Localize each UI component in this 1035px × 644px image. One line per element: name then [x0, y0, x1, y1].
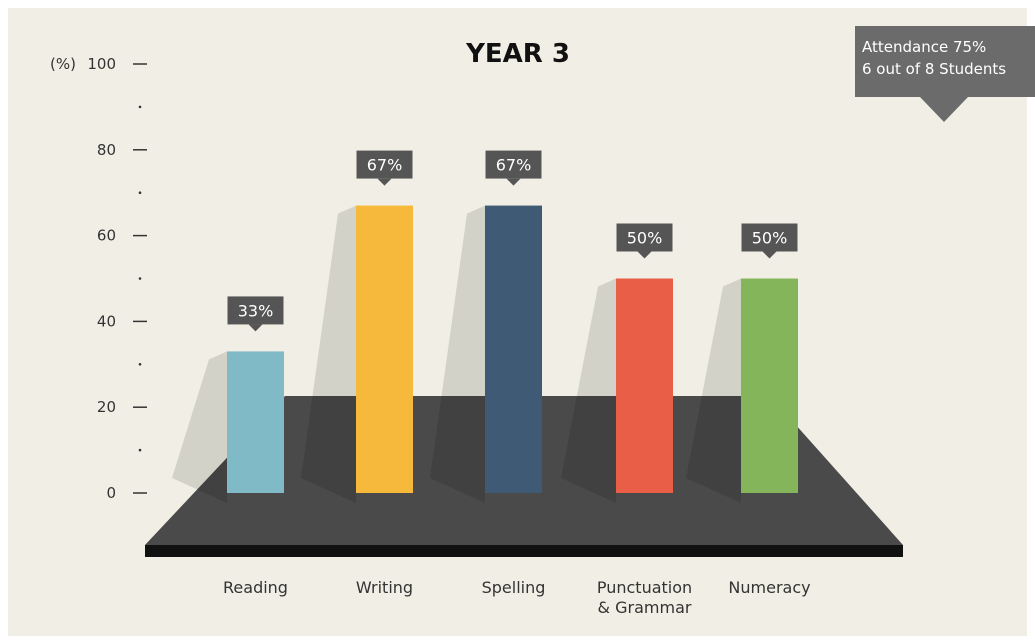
y-tick-label: 0 — [106, 484, 116, 502]
annotation-pointer — [920, 97, 968, 122]
bar-shadow — [430, 205, 485, 503]
value-label-box — [741, 223, 798, 252]
bar-shadow — [561, 278, 616, 503]
chart-title: YEAR 3 — [465, 39, 570, 69]
y-tick-label: 40 — [97, 312, 116, 330]
value-label: 50% — [752, 229, 788, 248]
y-tick-label: 100 — [87, 55, 116, 73]
value-label-box — [616, 223, 673, 252]
y-axis-label: (%) — [50, 55, 76, 73]
value-label: 33% — [238, 301, 274, 320]
value-label: 67% — [367, 156, 403, 175]
annotation-line: 6 out of 8 Students — [862, 60, 1006, 78]
bar — [227, 351, 284, 493]
x-tick-label: Punctuation & Grammar — [596, 578, 693, 617]
y-tick-label: 80 — [97, 141, 116, 159]
bar-shadow — [301, 205, 356, 503]
minor-dot — [138, 448, 142, 452]
annotation-line: Attendance 75% — [862, 38, 986, 56]
value-label-pointer — [377, 178, 392, 186]
bar — [485, 205, 542, 493]
minor-dot — [138, 105, 142, 109]
value-label-box — [485, 150, 542, 179]
minor-dot — [138, 363, 142, 366]
bar — [616, 278, 673, 493]
value-label-pointer — [637, 251, 652, 259]
x-tick-label: Writing — [355, 578, 414, 597]
value-label: 67% — [496, 156, 532, 175]
bar — [741, 278, 798, 493]
y-tick-label: 20 — [97, 398, 116, 416]
x-tick-label: Spelling — [481, 578, 546, 597]
annotation-box — [855, 26, 1035, 97]
x-tick-label: Reading — [223, 578, 288, 597]
y-tick-label: 60 — [97, 227, 116, 245]
bar-shadow — [686, 278, 741, 503]
bar-shadow — [172, 351, 227, 503]
value-label-box — [356, 150, 413, 179]
bar — [356, 205, 413, 493]
value-label-pointer — [506, 178, 521, 186]
value-label: 50% — [627, 229, 663, 248]
value-label-pointer — [248, 324, 263, 332]
minor-dot — [138, 191, 142, 194]
minor-dot — [138, 277, 142, 280]
value-label-pointer — [762, 251, 777, 259]
x-tick-label: Numeracy — [728, 578, 811, 597]
value-label-box — [227, 296, 284, 325]
platform-edge — [145, 545, 903, 557]
